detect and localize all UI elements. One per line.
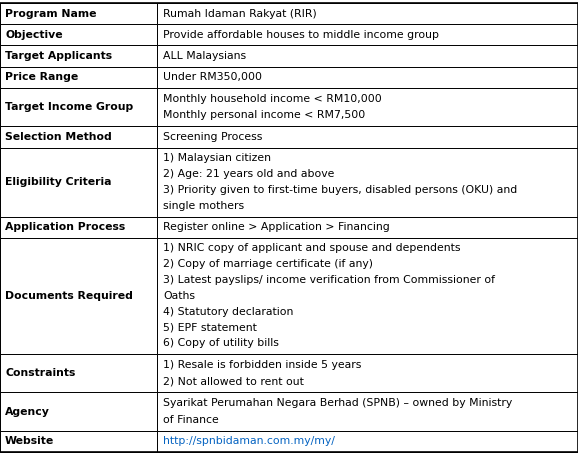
- Bar: [0, 392, 157, 431]
- Bar: [0, 46, 157, 66]
- Text: Eligibility Criteria: Eligibility Criteria: [5, 177, 112, 187]
- Text: Syarikat Perumahan Negara Berhad (SPNB) – owned by Ministry: Syarikat Perumahan Negara Berhad (SPNB) …: [163, 398, 513, 408]
- Bar: [157, 24, 578, 46]
- Bar: [157, 431, 578, 452]
- Bar: [0, 126, 157, 147]
- Bar: [0, 217, 157, 238]
- Text: Documents Required: Documents Required: [5, 291, 133, 301]
- Bar: [0, 66, 157, 88]
- Text: http://spnbidaman.com.my/my/: http://spnbidaman.com.my/my/: [163, 436, 335, 446]
- Text: 2) Copy of marriage certificate (if any): 2) Copy of marriage certificate (if any): [163, 259, 373, 269]
- Text: 2) Age: 21 years old and above: 2) Age: 21 years old and above: [163, 169, 335, 179]
- Bar: [157, 126, 578, 147]
- Text: Application Process: Application Process: [5, 222, 125, 233]
- Bar: [0, 238, 157, 354]
- Bar: [157, 88, 578, 126]
- Text: Price Range: Price Range: [5, 72, 78, 82]
- Text: ALL Malaysians: ALL Malaysians: [163, 51, 246, 61]
- Bar: [157, 3, 578, 24]
- Text: 1) Malaysian citizen: 1) Malaysian citizen: [163, 153, 271, 163]
- Text: 5) EPF statement: 5) EPF statement: [163, 323, 257, 333]
- Bar: [157, 46, 578, 66]
- Bar: [157, 354, 578, 392]
- Text: Target Income Group: Target Income Group: [5, 102, 134, 112]
- Text: single mothers: single mothers: [163, 202, 244, 212]
- Text: Under RM350,000: Under RM350,000: [163, 72, 262, 82]
- Bar: [157, 147, 578, 217]
- Text: Provide affordable houses to middle income group: Provide affordable houses to middle inco…: [163, 30, 439, 40]
- Text: Screening Process: Screening Process: [163, 132, 262, 142]
- Text: Constraints: Constraints: [5, 368, 75, 378]
- Text: Website: Website: [5, 436, 54, 446]
- Bar: [0, 3, 157, 24]
- Text: 6) Copy of utility bills: 6) Copy of utility bills: [163, 339, 279, 349]
- Text: Oaths: Oaths: [163, 291, 195, 301]
- Text: Monthly personal income < RM7,500: Monthly personal income < RM7,500: [163, 111, 365, 121]
- Text: 4) Statutory declaration: 4) Statutory declaration: [163, 307, 294, 317]
- Text: Agency: Agency: [5, 406, 50, 416]
- Text: Objective: Objective: [5, 30, 62, 40]
- Bar: [0, 24, 157, 46]
- Bar: [157, 217, 578, 238]
- Text: 1) Resale is forbidden inside 5 years: 1) Resale is forbidden inside 5 years: [163, 359, 362, 369]
- Text: 2) Not allowed to rent out: 2) Not allowed to rent out: [163, 376, 304, 386]
- Bar: [0, 431, 157, 452]
- Bar: [0, 354, 157, 392]
- Text: Target Applicants: Target Applicants: [5, 51, 112, 61]
- Text: Program Name: Program Name: [5, 9, 97, 19]
- Text: Register online > Application > Financing: Register online > Application > Financin…: [163, 222, 390, 233]
- Text: of Finance: of Finance: [163, 415, 219, 425]
- Bar: [157, 66, 578, 88]
- Bar: [157, 392, 578, 431]
- Text: Rumah Idaman Rakyat (RIR): Rumah Idaman Rakyat (RIR): [163, 9, 317, 19]
- Bar: [0, 147, 157, 217]
- Bar: [157, 238, 578, 354]
- Text: Monthly household income < RM10,000: Monthly household income < RM10,000: [163, 94, 382, 104]
- Text: 3) Priority given to first-time buyers, disabled persons (OKU) and: 3) Priority given to first-time buyers, …: [163, 185, 517, 195]
- Bar: [0, 88, 157, 126]
- Text: Selection Method: Selection Method: [5, 132, 112, 142]
- Text: 3) Latest payslips/ income verification from Commissioner of: 3) Latest payslips/ income verification …: [163, 275, 495, 285]
- Text: 1) NRIC copy of applicant and spouse and dependents: 1) NRIC copy of applicant and spouse and…: [163, 243, 461, 253]
